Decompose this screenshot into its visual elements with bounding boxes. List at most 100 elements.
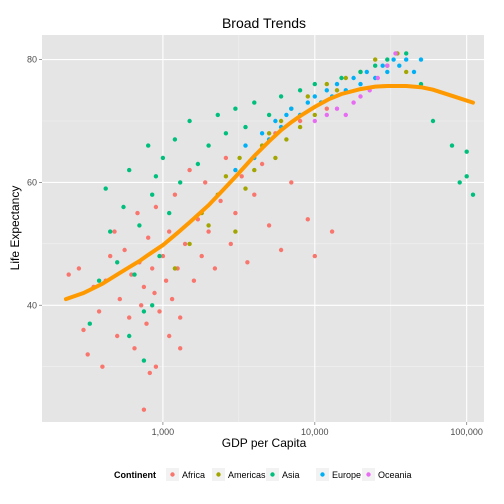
point-europe-13: [324, 88, 329, 93]
point-africa-43: [223, 155, 229, 161]
point-africa-52: [278, 247, 284, 253]
point-americas-16: [297, 124, 303, 130]
point-asia-43: [150, 303, 155, 308]
point-europe-10: [305, 100, 310, 105]
point-asia-9: [141, 309, 147, 314]
point-americas-17: [305, 94, 310, 99]
point-europe-27: [418, 57, 424, 62]
point-africa-42: [218, 198, 223, 204]
point-asia-25: [252, 100, 257, 105]
point-asia-4: [115, 260, 120, 265]
point-asia-3: [108, 229, 113, 234]
point-asia-27: [278, 94, 284, 99]
y-axis: 40 60 80: [27, 55, 42, 310]
point-asia-33: [385, 57, 390, 62]
point-asia-31: [358, 69, 363, 75]
point-africa-50: [266, 223, 272, 228]
point-asia-37: [449, 143, 455, 148]
point-africa-25: [153, 204, 159, 210]
legend-label-europe: Europe: [332, 470, 361, 480]
point-europe-19: [364, 69, 369, 75]
point-oceania-9: [393, 51, 398, 56]
point-africa-29: [167, 229, 172, 234]
point-africa-35: [187, 167, 192, 173]
legend-key-oceania: [366, 472, 371, 477]
point-africa-31: [172, 192, 178, 197]
point-africa-26: [157, 309, 162, 314]
legend-label-oceania: Oceania: [378, 470, 412, 480]
point-africa-46: [239, 174, 244, 179]
point-americas-12: [273, 155, 278, 161]
point-africa-41: [212, 266, 218, 271]
legend-item-africa: Africa: [166, 468, 205, 481]
point-asia-5: [121, 204, 126, 210]
point-europe-0: [233, 167, 238, 173]
legend-key-asia: [270, 472, 275, 477]
point-europe-22: [385, 69, 390, 75]
point-asia-32: [373, 63, 378, 68]
legend-item-asia: Asia: [266, 468, 300, 481]
point-asia-12: [153, 174, 159, 179]
scatter-points: [66, 51, 476, 412]
point-asia-29: [312, 81, 317, 87]
point-americas-14: [284, 137, 289, 142]
point-africa-48: [252, 192, 257, 197]
point-africa-2: [81, 327, 86, 333]
point-europe-17: [351, 75, 356, 81]
point-africa-24: [152, 290, 157, 296]
point-europe-26: [411, 69, 417, 75]
legend-item-americas: Americas: [212, 468, 266, 481]
point-africa-27: [160, 253, 166, 259]
point-africa-16: [135, 210, 140, 216]
point-asia-0: [87, 321, 93, 326]
point-asia-15: [167, 210, 172, 216]
point-americas-8: [243, 186, 248, 191]
point-asia-39: [470, 192, 476, 197]
y-axis-title: Life Expectancy: [8, 186, 22, 271]
x-tick-label-1: 10,000: [301, 427, 329, 437]
x-axis: 1,000 10,000 100,000: [152, 422, 483, 437]
point-americas-13: [278, 118, 284, 124]
point-asia-19: [195, 161, 201, 167]
point-asia-38: [464, 149, 469, 154]
y-tick-label-0: 40: [27, 300, 37, 310]
point-europe-18: [358, 81, 363, 87]
x-tick-label-0: 1,000: [152, 427, 175, 437]
point-americas-22: [343, 75, 348, 81]
point-asia-6: [127, 167, 132, 173]
point-europe-8: [289, 106, 294, 111]
legend-key-africa: [170, 472, 175, 477]
point-americas-27: [404, 69, 409, 75]
point-africa-34: [182, 241, 188, 247]
point-africa-21: [146, 235, 151, 240]
point-africa-10: [115, 333, 120, 339]
point-americas-5: [223, 174, 229, 179]
point-americas-18: [312, 112, 317, 118]
point-africa-1: [76, 266, 82, 271]
point-africa-30: [169, 296, 175, 302]
point-africa-33: [178, 315, 183, 320]
point-americas-11: [266, 131, 272, 136]
point-africa-36: [191, 278, 197, 283]
point-africa-5: [96, 309, 102, 314]
x-tick-label-2: 100,000: [450, 427, 483, 437]
point-americas-6: [233, 229, 238, 234]
point-africa-39: [203, 180, 208, 185]
y-tick-label-2: 80: [27, 55, 37, 65]
point-asia-1: [96, 278, 102, 283]
point-americas-1: [187, 241, 192, 247]
point-oceania-8: [385, 63, 390, 68]
point-asia-7: [132, 272, 137, 277]
point-africa-57: [324, 106, 329, 111]
point-oceania-5: [358, 94, 363, 99]
series-africa: [66, 106, 335, 412]
point-asia-21: [215, 112, 220, 118]
point-europe-11: [312, 94, 317, 99]
point-africa-12: [122, 247, 127, 253]
point-asia-42: [141, 358, 147, 363]
point-asia-36: [430, 118, 436, 124]
point-africa-56: [312, 253, 317, 259]
point-africa-20: [144, 321, 149, 326]
point-africa-23: [150, 266, 155, 271]
